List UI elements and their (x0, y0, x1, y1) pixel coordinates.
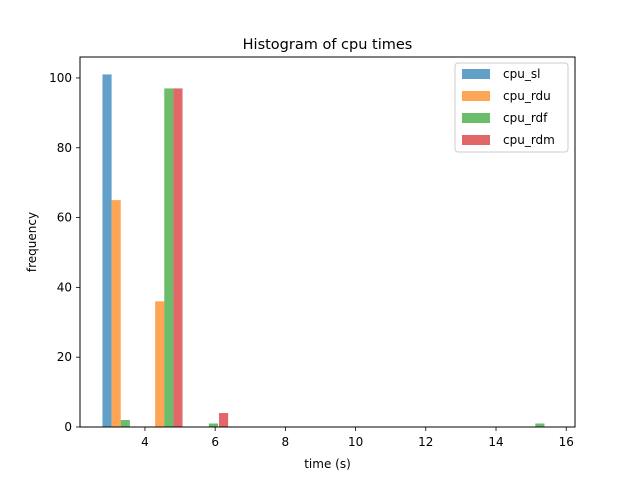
plot-frame (79, 56, 576, 428)
legend-swatch-cpu_sl (462, 69, 490, 79)
x-tick-label: 12 (418, 435, 433, 449)
bar-cpu_rdm-0 (173, 88, 183, 428)
x-axis-ticks: 4 6 8 10 12 14 16 (141, 427, 574, 449)
x-tick-label: 14 (488, 435, 503, 449)
x-axis-label: time (s) (304, 457, 351, 471)
legend: cpu_sl cpu_rdu cpu_rdf cpu_rdm (454, 62, 569, 153)
bar-cpu_rdf-2 (208, 423, 218, 427)
bar-cpu_rdf-0 (120, 420, 130, 427)
y-tick-label: 0 (64, 420, 72, 434)
legend-label-cpu_rdm: cpu_rdm (503, 133, 555, 147)
legend-swatch-cpu_rdf (462, 113, 490, 123)
bar-cpu_rdm-1 (219, 413, 229, 427)
x-tick-label: 8 (282, 435, 290, 449)
bar-cpu_rdf-3 (535, 423, 545, 427)
chart-title: Histogram of cpu times (243, 37, 413, 53)
legend-label-cpu_sl: cpu_sl (503, 67, 540, 81)
x-tick-label: 4 (141, 435, 149, 449)
legend-swatch-cpu_rdm (462, 135, 490, 145)
y-tick-label: 40 (57, 280, 72, 294)
bars-layer (102, 74, 545, 428)
bar-cpu_rdu-1 (155, 301, 165, 427)
bar-cpu_rdf-1 (164, 88, 174, 428)
legend-box (454, 62, 569, 153)
y-tick-label: 80 (57, 141, 72, 155)
x-tick-label: 10 (348, 435, 363, 449)
bar-cpu_sl-0 (102, 74, 112, 427)
legend-swatch-cpu_rdu (462, 91, 490, 101)
y-axis-label: frequency (25, 212, 39, 272)
y-tick-label: 20 (57, 350, 72, 364)
x-tick-label: 6 (211, 435, 219, 449)
legend-label-cpu_rdu: cpu_rdu (503, 89, 551, 103)
x-tick-label: 16 (559, 435, 574, 449)
y-axis-ticks: 0 20 40 60 80 100 (49, 71, 80, 434)
y-tick-label: 100 (49, 71, 72, 85)
legend-label-cpu_rdf: cpu_rdf (503, 111, 548, 125)
bar-cpu_rdu-0 (111, 200, 121, 427)
y-tick-label: 60 (57, 211, 72, 225)
